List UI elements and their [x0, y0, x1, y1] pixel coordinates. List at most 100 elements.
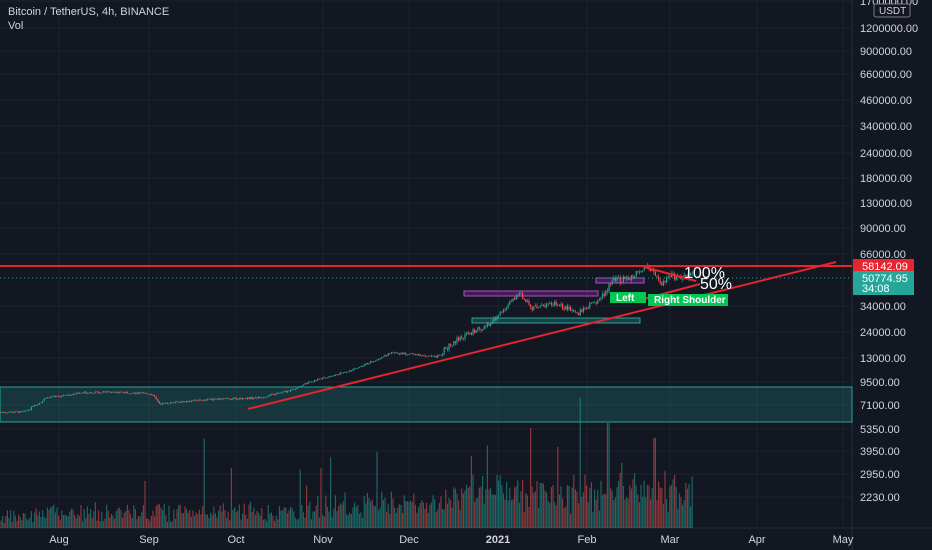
- candle: [458, 335, 460, 342]
- volume-bar: [133, 504, 135, 528]
- candle: [502, 308, 504, 314]
- volume-bar: [688, 483, 690, 528]
- candle: [419, 353, 421, 357]
- volume-bar: [446, 503, 448, 528]
- volume-bar: [272, 516, 274, 528]
- volume-bar: [589, 487, 591, 528]
- currency-badge-text[interactable]: USDT: [879, 6, 906, 17]
- volume-bar: [147, 518, 149, 528]
- candle: [362, 365, 364, 368]
- volume-bar: [50, 507, 52, 528]
- volume-bar: [603, 493, 605, 528]
- volume-bar: [355, 506, 357, 528]
- candle: [389, 353, 391, 355]
- volume-bar: [429, 504, 431, 528]
- volume-bar: [611, 490, 613, 528]
- volume-bar: [99, 521, 101, 528]
- fib-50-label[interactable]: 50%: [700, 276, 732, 293]
- volume-bar: [213, 506, 215, 528]
- candle: [197, 399, 199, 402]
- candle: [170, 401, 172, 404]
- candle: [221, 398, 223, 400]
- volume-bar: [419, 503, 421, 528]
- resistance-price-text: 58142.09: [862, 261, 908, 273]
- candle: [390, 352, 392, 355]
- candle: [373, 360, 375, 363]
- resistance-price-tag: [853, 259, 914, 273]
- chart-header: Bitcoin / TetherUS, 4h, BINANCE Vol: [8, 5, 169, 33]
- volume-bar: [21, 520, 23, 528]
- trendline[interactable]: [247, 261, 837, 410]
- volume-bar: [117, 508, 119, 528]
- candle: [237, 398, 239, 401]
- volume-bar: [126, 504, 128, 528]
- volume-bar: [234, 507, 236, 528]
- candle: [213, 398, 215, 401]
- left-shoulder-label[interactable]: Left: [616, 293, 635, 304]
- volume-bar: [312, 511, 314, 528]
- volume-bar: [30, 511, 32, 528]
- volume-bar: [467, 488, 469, 528]
- right-shoulder-label[interactable]: Right Shoulder: [654, 295, 726, 306]
- candle: [501, 310, 503, 313]
- candle: [98, 391, 100, 394]
- candle: [440, 354, 442, 356]
- candle: [179, 401, 181, 403]
- volume-bar: [26, 518, 28, 528]
- candle: [600, 296, 602, 302]
- magenta-zone-box[interactable]: [463, 290, 599, 297]
- candle: [182, 401, 184, 403]
- candle: [50, 396, 52, 399]
- volume-indicator-label[interactable]: Vol: [8, 20, 24, 32]
- volume-bar: [366, 492, 368, 528]
- candle: [230, 398, 232, 401]
- volume-bar: [363, 495, 365, 528]
- volume-bar: [123, 512, 125, 528]
- volume-bar: [691, 476, 693, 528]
- volume-bar: [155, 505, 157, 528]
- volume-bar: [285, 507, 287, 528]
- candle: [629, 277, 631, 281]
- candle: [22, 411, 24, 413]
- candle: [134, 392, 136, 395]
- volume-bar: [27, 520, 29, 528]
- volume-bar: [360, 512, 362, 528]
- volume-bar: [563, 508, 565, 528]
- candle: [368, 362, 370, 365]
- candle: [592, 301, 594, 304]
- volume-bar: [542, 483, 544, 528]
- volume-bar: [166, 521, 168, 528]
- teal-zone-box[interactable]: [471, 317, 641, 324]
- y-tick-label: 2230.00: [860, 492, 900, 504]
- volume-bar: [219, 505, 221, 528]
- time-axis[interactable]: Aug Sep Oct Nov Dec 2021 Feb Mar Apr May: [49, 534, 854, 546]
- candle: [603, 291, 605, 299]
- candle: [115, 391, 117, 393]
- candle: [176, 400, 178, 403]
- volume-bar: [621, 462, 623, 528]
- volume-bar: [264, 518, 266, 528]
- candle: [74, 393, 76, 395]
- volume-bar: [318, 517, 320, 528]
- currency-badge[interactable]: [873, 3, 911, 18]
- volume-bar: [650, 499, 652, 528]
- candle: [334, 374, 336, 377]
- volume-bar: [280, 510, 282, 528]
- volume-bar: [411, 502, 413, 528]
- candle: [371, 361, 373, 363]
- volume-bar: [163, 504, 165, 528]
- candle: [32, 405, 34, 407]
- y-tick-label: 7100.00: [860, 400, 900, 412]
- symbol-title[interactable]: Bitcoin / TetherUS, 4h, BINANCE: [8, 6, 170, 18]
- fib-100-label[interactable]: 100%: [684, 265, 725, 282]
- candle: [258, 396, 260, 399]
- y-tick-label: 2950.00: [860, 469, 900, 481]
- candle: [86, 392, 88, 395]
- wedge-line-top[interactable]: [643, 266, 697, 282]
- candle: [307, 381, 309, 385]
- candle: [21, 410, 23, 412]
- countdown-text: 34:08: [862, 283, 890, 295]
- price-axis[interactable]: 1700000.001200000.00900000.00660000.0046…: [860, 0, 918, 504]
